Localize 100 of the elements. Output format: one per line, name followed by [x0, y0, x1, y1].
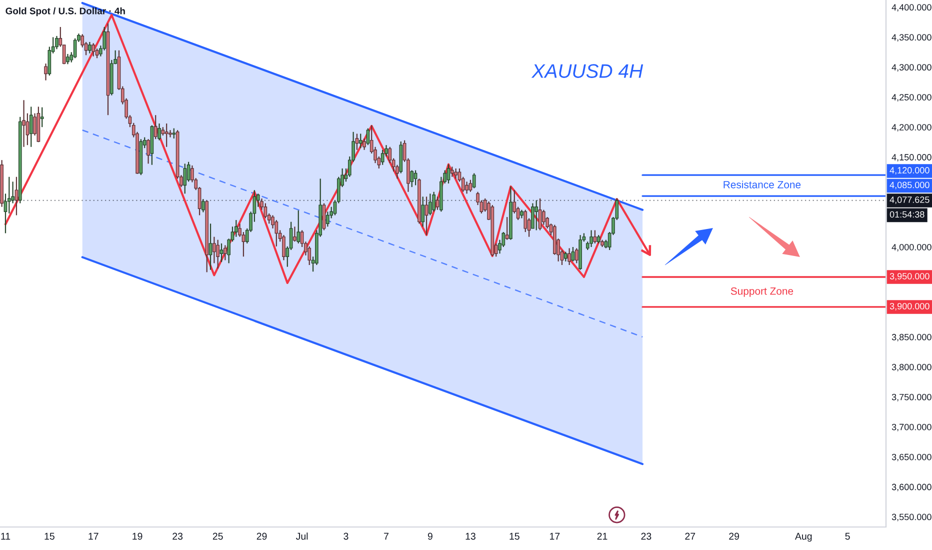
candlestick [92, 42, 96, 57]
candlestick [40, 106, 44, 128]
x-tick-label: 5 [845, 532, 850, 540]
ref-line-label: 3,950.000 [890, 273, 930, 280]
candlestick [22, 100, 26, 148]
candlestick [202, 198, 205, 213]
candlestick [450, 166, 454, 178]
candlestick [531, 202, 534, 229]
candlestick [183, 163, 187, 194]
candlestick [172, 128, 176, 140]
candlestick [14, 176, 18, 216]
x-tick-label: 21 [597, 532, 608, 540]
y-tick-label: 4,250.000 [892, 94, 932, 102]
x-tick-label: 29 [256, 532, 267, 540]
x-tick-label: 27 [685, 532, 696, 540]
candlestick [326, 211, 330, 228]
ref-line-label: 3,900.000 [890, 303, 930, 310]
y-tick-label: 4,200.000 [892, 124, 932, 132]
candlestick [571, 246, 575, 262]
candlestick [454, 168, 458, 180]
y-tick-label: 3,750.000 [892, 394, 932, 402]
x-tick-label: 17 [550, 532, 560, 540]
candlestick [593, 230, 597, 244]
x-tick-label: 17 [88, 532, 98, 540]
candlestick [234, 219, 238, 238]
candlestick [472, 172, 476, 189]
x-tick-label: 3 [344, 532, 348, 540]
y-tick-label: 4,400.000 [892, 4, 932, 12]
candlestick [410, 170, 414, 188]
candlestick [432, 191, 436, 212]
x-tick-label: 15 [44, 532, 54, 540]
candlestick [590, 230, 593, 248]
y-tick-label: 3,800.000 [892, 364, 932, 372]
x-tick-label: 19 [132, 532, 142, 540]
x-tick-label: 29 [729, 532, 740, 540]
candlestick [465, 181, 468, 194]
y-tick-label: 4,300.000 [892, 64, 932, 72]
candlestick [468, 179, 472, 192]
x-tick-label: 7 [384, 532, 388, 540]
candlestick [414, 170, 418, 186]
candlestick [154, 114, 158, 140]
text: 01:54:38 [890, 211, 924, 218]
x-tick-label: 9 [428, 532, 432, 540]
candlestick [55, 35, 58, 50]
x-tick-label: Aug [794, 532, 812, 542]
candlestick [220, 242, 224, 263]
candlestick [538, 198, 542, 231]
x-tick-label: 25 [212, 532, 223, 540]
candlestick [44, 62, 48, 81]
candlestick [66, 53, 70, 65]
candlestick [380, 149, 384, 166]
candlestick [446, 164, 450, 184]
candlestick [282, 234, 286, 261]
candlestick [164, 122, 168, 148]
candlestick [524, 209, 528, 233]
candlestick [208, 223, 212, 270]
candlestick [296, 210, 300, 244]
annotation: XAUUSD 4H [531, 64, 644, 78]
candlestick [564, 251, 568, 262]
y-tick-label: 4,350.000 [892, 34, 932, 42]
x-tick-label: 23 [641, 532, 652, 540]
y-tick-label: 3,550.000 [892, 514, 932, 522]
y-tick-label: 3,600.000 [892, 484, 932, 492]
candlestick [308, 246, 312, 266]
candlestick [158, 122, 161, 141]
candlestick [216, 239, 220, 270]
y-tick-label: 4,000.000 [892, 244, 932, 252]
y-tick-label: 4,150.000 [892, 154, 932, 162]
candlestick [146, 138, 150, 164]
candlestick [29, 106, 33, 148]
x-tick-label: Jul [296, 532, 308, 540]
y-tick-label: 3,650.000 [892, 454, 932, 462]
candlestick [293, 226, 296, 242]
candlestick [73, 38, 77, 59]
candlestick [421, 196, 425, 228]
annotation: Resistance Zone [724, 180, 801, 188]
candlestick [355, 133, 359, 150]
candlestick [322, 202, 326, 231]
ref-line-label: 4,077.625 [890, 196, 930, 204]
candlestick [428, 193, 432, 216]
x-tick-label: 13 [466, 532, 476, 540]
y-tick-label: 3,850.000 [892, 334, 932, 342]
candlestick [505, 216, 509, 240]
annotation: Support Zone [730, 287, 794, 297]
candlestick [223, 244, 227, 261]
legend-label: 4,085.000 [890, 182, 930, 190]
ref-line-label: 4,120.000 [890, 167, 930, 175]
candlestick [542, 209, 546, 226]
x-tick-label: 11 [1, 532, 10, 540]
candlestick [362, 138, 366, 150]
candlestick [88, 41, 92, 54]
candlestick [358, 133, 362, 149]
text: Gold Spot / U.S. Dollar · 4h [6, 7, 125, 16]
y-tick-label: 3,700.000 [892, 424, 932, 432]
candlestick [274, 219, 278, 247]
candlestick [568, 248, 571, 266]
x-tick-label: 15 [510, 532, 520, 540]
candlestick [534, 200, 538, 231]
x-tick-label: 23 [172, 532, 183, 540]
candlestick [424, 196, 428, 236]
